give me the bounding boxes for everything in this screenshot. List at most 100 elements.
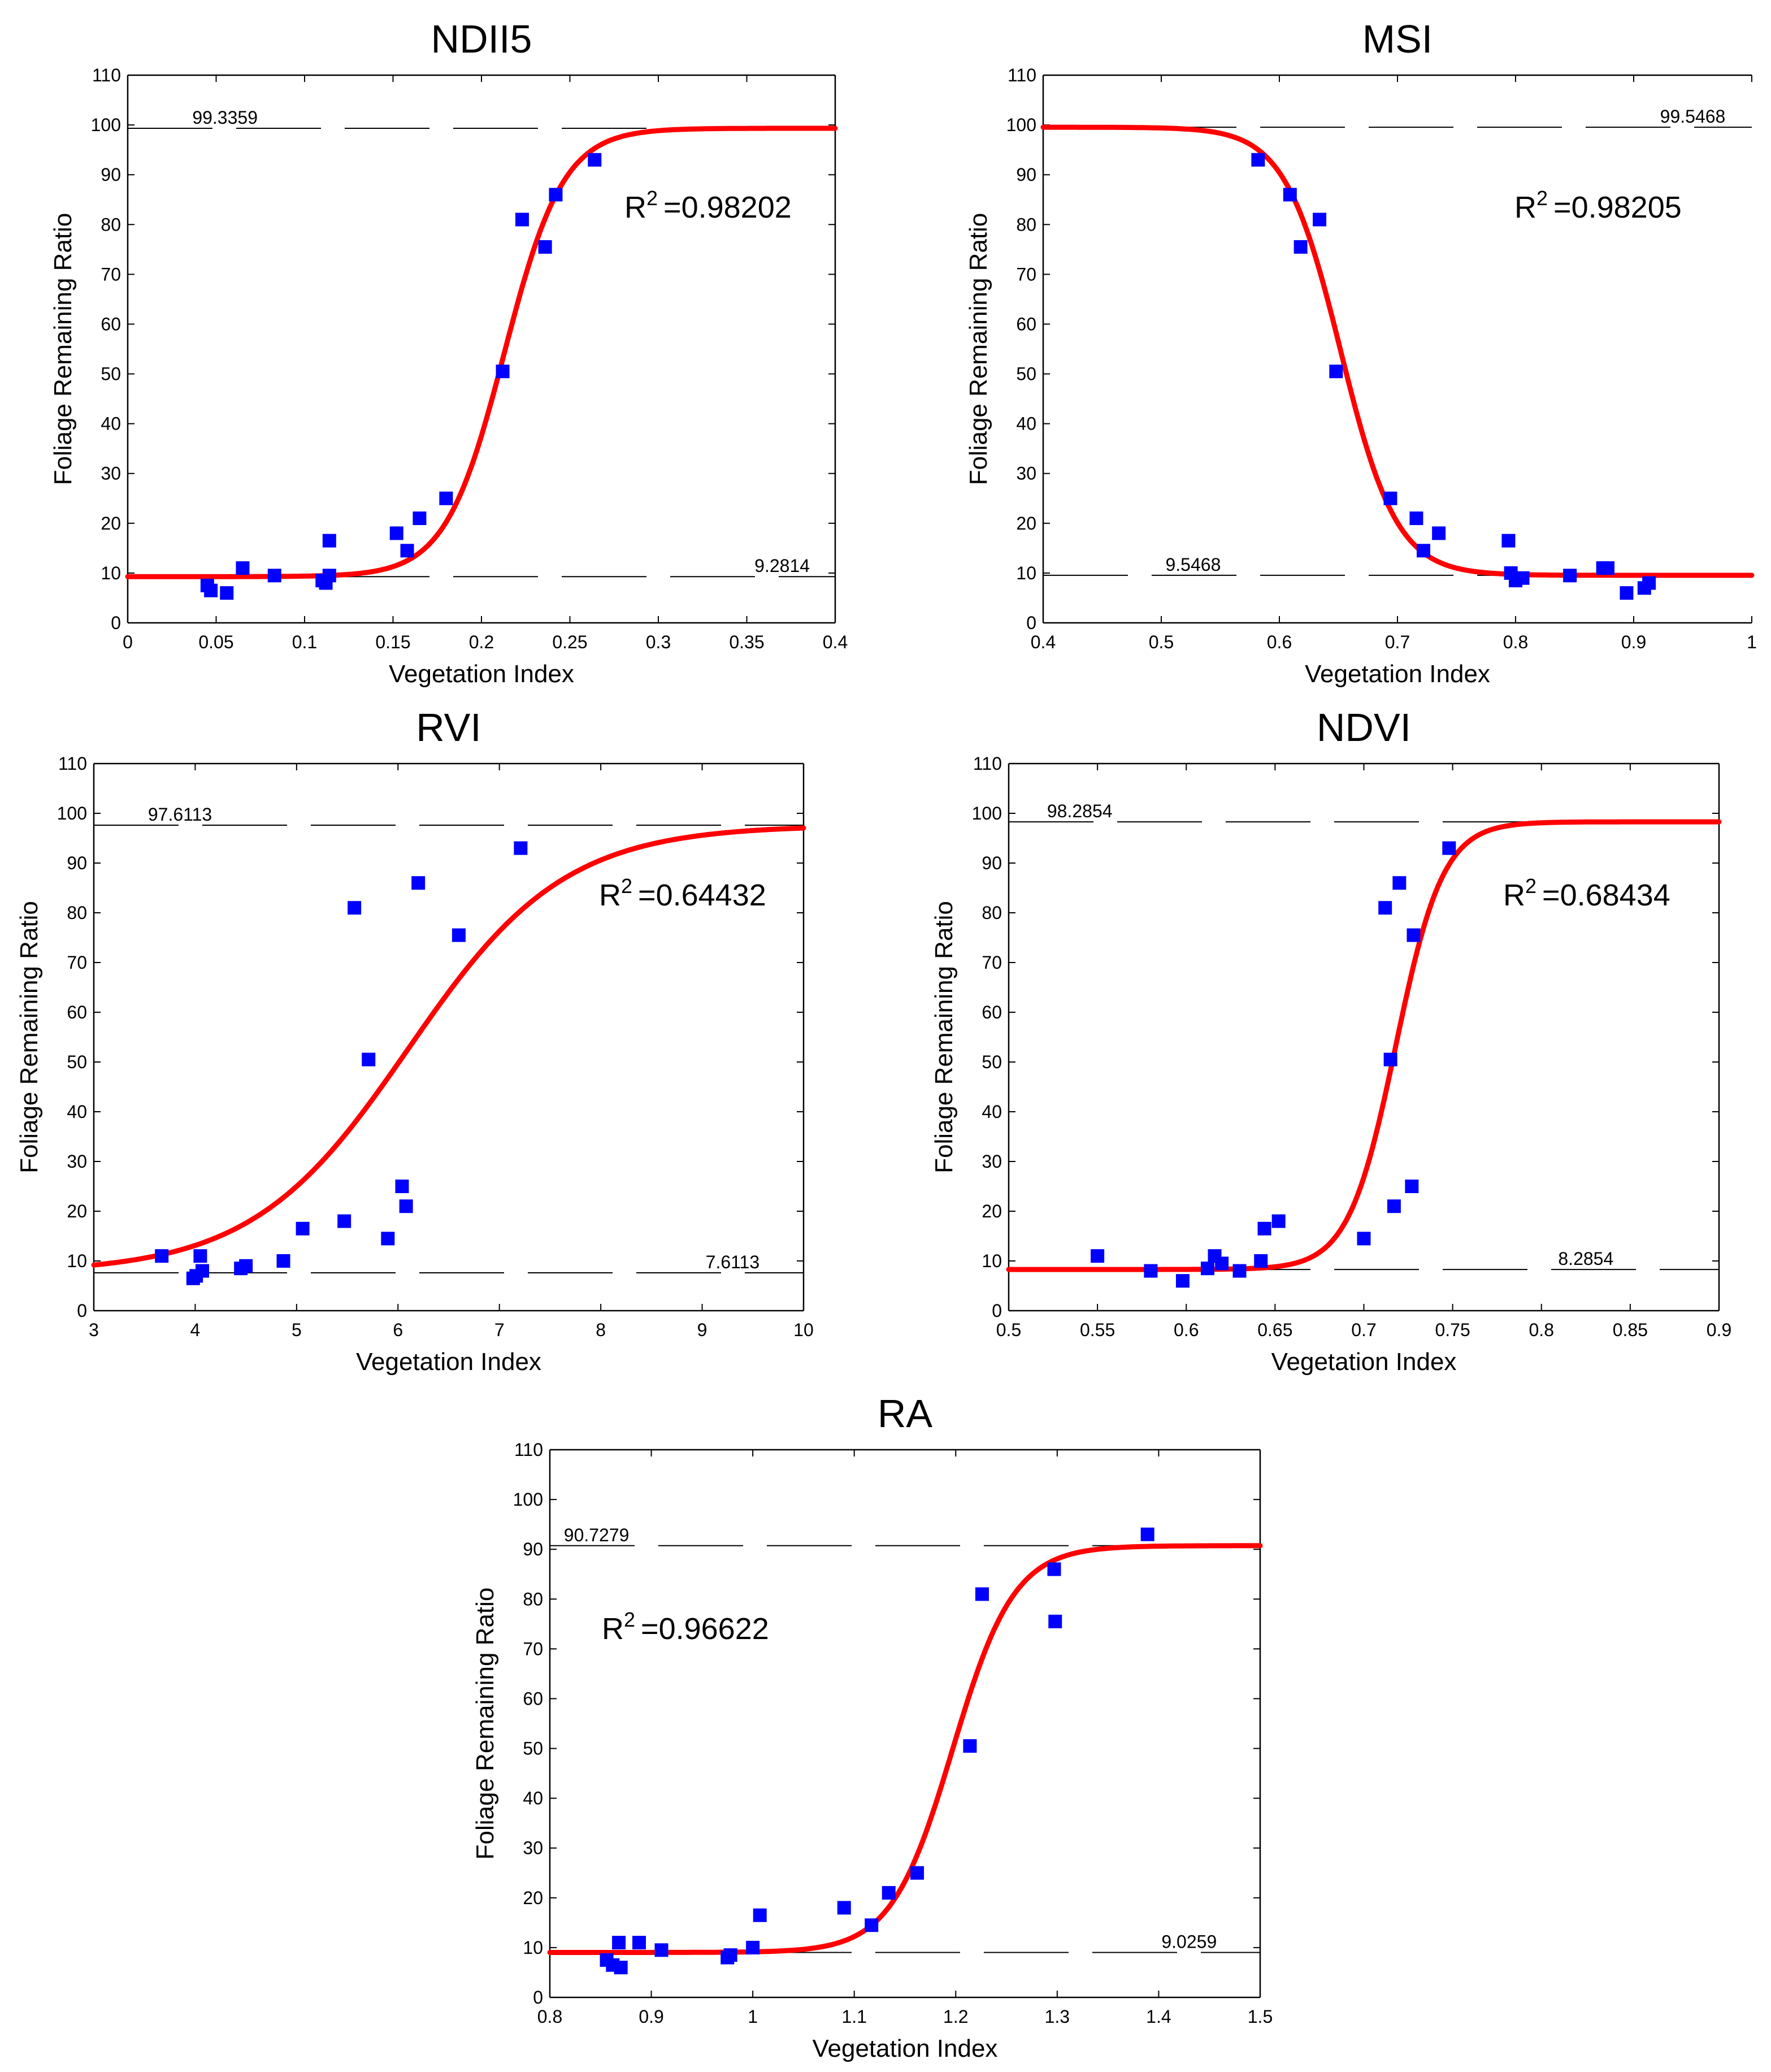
y-tick-label: 90 <box>523 1539 543 1559</box>
x-tick-label: 0.65 <box>1257 1320 1292 1340</box>
lower-asymptote-label-bg <box>690 1251 775 1272</box>
y-tick-label: 50 <box>67 1052 87 1072</box>
r-squared-superscript: 2 <box>624 1608 635 1631</box>
data-point <box>296 1221 310 1236</box>
data-point <box>1215 1256 1229 1271</box>
y-tick-label: 0 <box>533 1987 543 2008</box>
chart-ndii5: NDII5 0 0.05 0.1 0.15 0.2 0.25 0.3 0.35 0.4 0 10 20 3… <box>49 17 848 688</box>
upper-asymptote-label: 98.2854 <box>1047 801 1113 821</box>
chart-title: RA <box>878 1392 933 1436</box>
lower-asymptote-label-bg <box>1151 553 1236 574</box>
r-squared-label: R2 =0.98202 <box>624 187 792 224</box>
x-tick-label: 0.4 <box>1031 632 1056 652</box>
chart-title: MSI <box>1362 17 1433 61</box>
data-point <box>1047 1562 1061 1576</box>
x-tick-label: 9 <box>697 1320 707 1340</box>
r-squared-label: R2 =0.96622 <box>602 1608 769 1646</box>
data-point <box>1563 569 1577 583</box>
x-tick-label: 0.6 <box>1174 1320 1199 1340</box>
y-tick-label: 40 <box>101 414 121 434</box>
data-point <box>1357 1232 1371 1246</box>
data-point <box>1407 928 1421 942</box>
y-tick-label: 100 <box>57 803 87 823</box>
r-squared-superscript: 2 <box>1536 187 1548 210</box>
data-point <box>1405 1180 1419 1193</box>
x-tick-label: 0 <box>123 632 133 652</box>
data-point <box>389 526 403 540</box>
x-tick-label: 10 <box>793 1320 814 1340</box>
chart-title: NDVI <box>1317 705 1411 749</box>
y-tick-label: 0 <box>992 1301 1002 1321</box>
data-point <box>1416 544 1430 558</box>
y-tick-label: 0 <box>1026 613 1036 633</box>
upper-asymptote-label-bg <box>1037 800 1122 821</box>
y-tick-label: 30 <box>1016 463 1036 484</box>
lower-asymptote-label: 8.2854 <box>1558 1249 1613 1269</box>
y-tick-label: 100 <box>91 115 121 135</box>
x-axis-label: Vegetation Index <box>1305 660 1490 688</box>
data-point <box>588 153 602 167</box>
data-point <box>1257 1221 1271 1236</box>
x-tick-label: 5 <box>292 1320 302 1340</box>
data-point <box>632 1936 646 1950</box>
r-squared-value: =0.64432 <box>638 878 766 912</box>
data-point <box>220 586 234 600</box>
x-tick-label: 1 <box>1747 632 1757 652</box>
lower-asymptote-label-bg <box>1147 1931 1232 1952</box>
data-point <box>1501 534 1516 548</box>
y-axis-label: Foliage Remaining Ratio <box>15 901 43 1173</box>
x-tick-label: 1.1 <box>841 2006 866 2027</box>
x-tick-label: 1.4 <box>1146 2006 1171 2027</box>
fit-curve <box>1006 819 1722 1272</box>
y-tick-label: 20 <box>67 1201 87 1221</box>
lower-asymptote-label-bg <box>1543 1248 1629 1269</box>
y-tick-label: 70 <box>523 1638 543 1659</box>
y-tick-label: 90 <box>1016 164 1036 185</box>
r-squared-label: R2 =0.68434 <box>1503 874 1670 912</box>
y-tick-label: 10 <box>67 1251 87 1271</box>
data-point <box>1387 1199 1401 1213</box>
y-tick-label: 90 <box>982 853 1002 873</box>
x-axis-label: Vegetation Index <box>389 660 574 688</box>
x-tick-label: 7 <box>494 1320 505 1340</box>
upper-asymptote-label: 99.5468 <box>1660 106 1726 127</box>
upper-asymptote-label-bg <box>137 804 223 825</box>
data-point <box>865 1918 879 1932</box>
y-tick-label: 110 <box>58 753 87 774</box>
x-tick-label: 0.5 <box>996 1320 1021 1340</box>
y-tick-label: 110 <box>1008 65 1036 85</box>
y-tick-label: 50 <box>101 364 121 384</box>
data-point <box>1392 876 1407 890</box>
x-tick-label: 0.05 <box>198 632 233 652</box>
x-axis-label: Vegetation Index <box>813 2035 998 2062</box>
r-squared-label: R2 =0.98205 <box>1514 187 1682 224</box>
data-point <box>1091 1249 1105 1263</box>
data-point <box>1048 1614 1062 1628</box>
data-point <box>1378 901 1392 915</box>
x-tick-label: 0.6 <box>1267 632 1292 652</box>
x-tick-label: 1.5 <box>1248 2006 1273 2027</box>
r-squared-value: =0.98202 <box>663 190 792 224</box>
y-tick-label: 50 <box>1016 364 1036 384</box>
upper-asymptote-label: 90.7279 <box>564 1525 630 1545</box>
x-tick-label: 8 <box>596 1320 606 1340</box>
upper-asymptote-label-bg <box>183 106 268 127</box>
data-point <box>837 1901 851 1915</box>
data-point <box>395 1180 409 1193</box>
data-point <box>267 569 281 583</box>
data-point <box>439 491 453 505</box>
chart-title: RVI <box>416 705 481 749</box>
lower-asymptote-label-bg <box>740 555 825 576</box>
x-tick-label: 0.4 <box>823 632 848 652</box>
data-point <box>723 1948 737 1962</box>
data-point <box>195 1264 209 1278</box>
r-squared-label: R2 =0.64432 <box>599 874 766 912</box>
y-tick-label: 60 <box>67 1002 87 1022</box>
data-point <box>1442 841 1456 855</box>
y-axis-label: Foliage Remaining Ratio <box>930 901 958 1173</box>
data-point <box>1293 240 1308 254</box>
lower-asymptote-label: 9.0259 <box>1161 1931 1217 1952</box>
